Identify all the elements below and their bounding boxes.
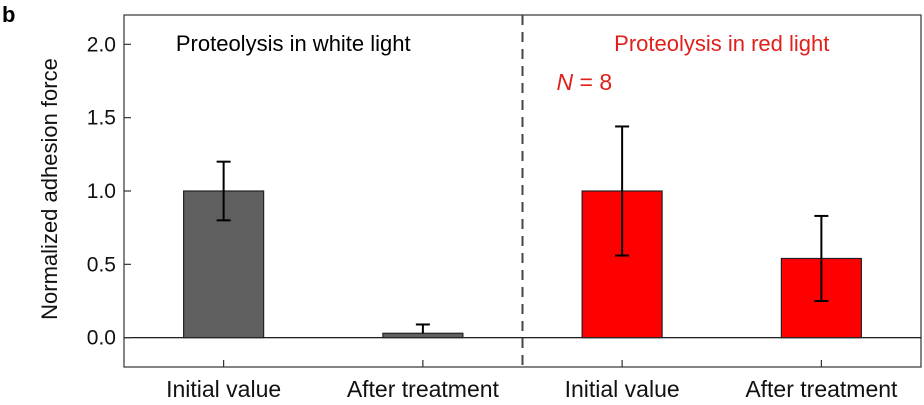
- y-tick-label: 0.0: [87, 327, 116, 350]
- category-labels: Initial value After treatment Initial valu…: [166, 360, 898, 402]
- category-label: Initial value: [565, 376, 680, 402]
- group-title: Proteolysis in red light: [614, 31, 829, 56]
- group-title: Proteolysis in white light: [176, 31, 411, 56]
- panel-letter: b: [2, 2, 15, 27]
- y-axis: 0.0 0.5 1.0 1.5 2.0: [87, 33, 131, 350]
- bars: [183, 190, 862, 339]
- group-titles: Proteolysis in white light Proteolysis in…: [176, 31, 830, 95]
- y-axis-label: Normalized adhesion force: [37, 58, 62, 320]
- error-bars: [216, 125, 829, 334]
- y-tick-label: 2.0: [87, 33, 116, 56]
- bar: [382, 332, 464, 339]
- category-label: After treatment: [347, 376, 500, 402]
- sample-size-annotation: N = 8: [557, 69, 613, 95]
- y-tick-label: 1.0: [87, 180, 116, 203]
- y-tick-label: 1.5: [87, 107, 116, 130]
- category-label: After treatment: [745, 376, 898, 402]
- bar: [581, 190, 663, 339]
- y-tick-label: 0.5: [87, 253, 116, 276]
- category-label: Initial value: [166, 376, 281, 402]
